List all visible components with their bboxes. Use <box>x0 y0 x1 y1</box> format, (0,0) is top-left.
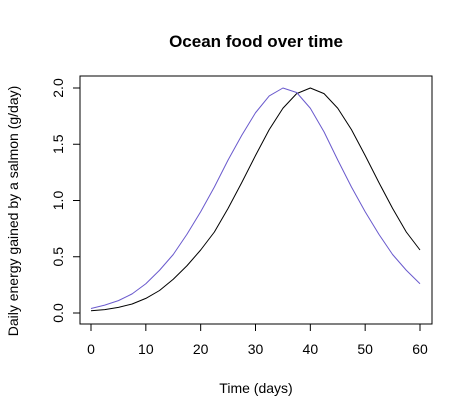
x-tick-label: 50 <box>357 341 373 357</box>
x-tick-label: 20 <box>193 341 209 357</box>
x-tick-label: 30 <box>248 341 264 357</box>
x-tick-label: 60 <box>412 341 428 357</box>
x-tick-label: 10 <box>138 341 154 357</box>
y-axis: 0.0 0.5 1.0 1.5 2.0 <box>50 78 81 323</box>
y-tick-label: 0.5 <box>50 247 66 267</box>
x-axis-label: Time (days) <box>219 380 292 396</box>
chart-title: Ocean food over time <box>169 32 343 51</box>
x-axis: 0 10 20 30 40 50 60 <box>87 323 428 357</box>
x-tick-label: 40 <box>303 341 319 357</box>
x-tick-label: 0 <box>87 341 95 357</box>
y-tick-label: 2.0 <box>50 78 66 98</box>
y-tick-label: 1.5 <box>50 134 66 154</box>
series-layer <box>90 87 421 312</box>
series-line-1 <box>90 87 421 312</box>
y-axis-label: Daily energy gained by a salmon (g/day) <box>5 86 21 337</box>
series-line-2 <box>90 87 421 309</box>
y-tick-label: 1.0 <box>50 191 66 211</box>
plot-frame <box>79 75 433 325</box>
y-tick-label: 0.0 <box>50 303 66 323</box>
